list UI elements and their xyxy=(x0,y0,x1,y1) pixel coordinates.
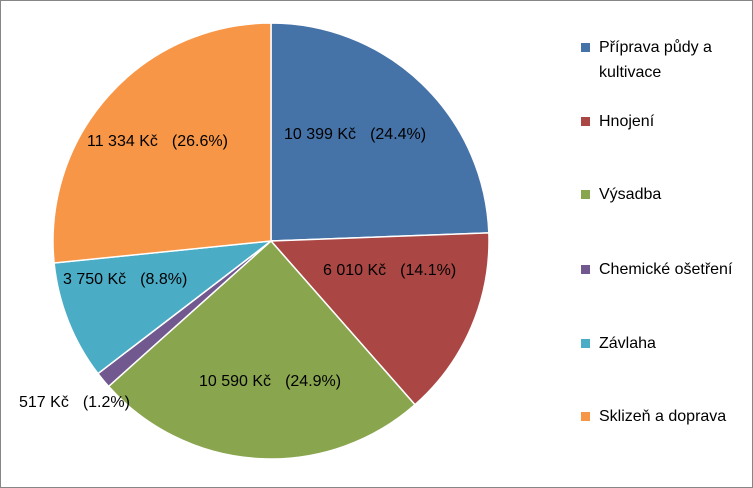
slice-value: 3 750 Kč xyxy=(63,271,127,288)
slice-label-5: 3 750 Kč (8.8%) xyxy=(63,271,187,289)
slice-percent: (8.8%) xyxy=(140,271,188,288)
slice-value: 517 Kč xyxy=(19,394,69,411)
legend-swatch xyxy=(581,265,590,274)
pie-slice-5 xyxy=(53,239,274,375)
slice-value: 10 399 Kč xyxy=(284,126,357,143)
pie-slice-6 xyxy=(52,22,272,264)
slice-value: 11 334 Kč xyxy=(87,133,158,150)
pie-slice-1 xyxy=(270,22,490,242)
legend-label: Sklizeň a doprava xyxy=(599,408,727,425)
slice-value: 6 010 Kč xyxy=(323,262,387,279)
legend-label: Hnojení xyxy=(599,113,655,130)
legend-label: Příprava půdy a kultivace xyxy=(599,39,712,81)
legend-label: Výsadba xyxy=(599,186,662,203)
pie-slice-3 xyxy=(107,239,417,460)
legend-swatch xyxy=(581,339,590,348)
slice-percent: (26.6%) xyxy=(171,133,228,150)
slice-percent: (24.9%) xyxy=(285,373,342,390)
legend-swatch xyxy=(581,43,590,52)
slice-label-1: 10 399 Kč (24.4%) xyxy=(284,126,426,144)
legend-label: Závlaha xyxy=(599,335,656,352)
slice-percent: (24.4%) xyxy=(370,126,427,143)
slice-label-2: 6 010 Kč (14.1%) xyxy=(323,262,456,280)
slice-label-6: 11 334 Kč (26.6%) xyxy=(87,133,228,151)
legend-swatch xyxy=(581,190,590,199)
slice-label-4: 517 Kč (1.2%) xyxy=(19,394,130,412)
slice-percent: (14.1%) xyxy=(400,262,457,279)
legend-swatch xyxy=(581,412,590,421)
slice-value: 10 590 Kč xyxy=(199,373,272,390)
slice-percent: (1.2%) xyxy=(82,394,130,411)
legend-swatch xyxy=(581,117,590,126)
legend-label: Chemické ošetření xyxy=(599,261,733,278)
pie-slice-2 xyxy=(269,232,490,406)
slice-label-3: 10 590 Kč (24.9%) xyxy=(199,373,341,391)
